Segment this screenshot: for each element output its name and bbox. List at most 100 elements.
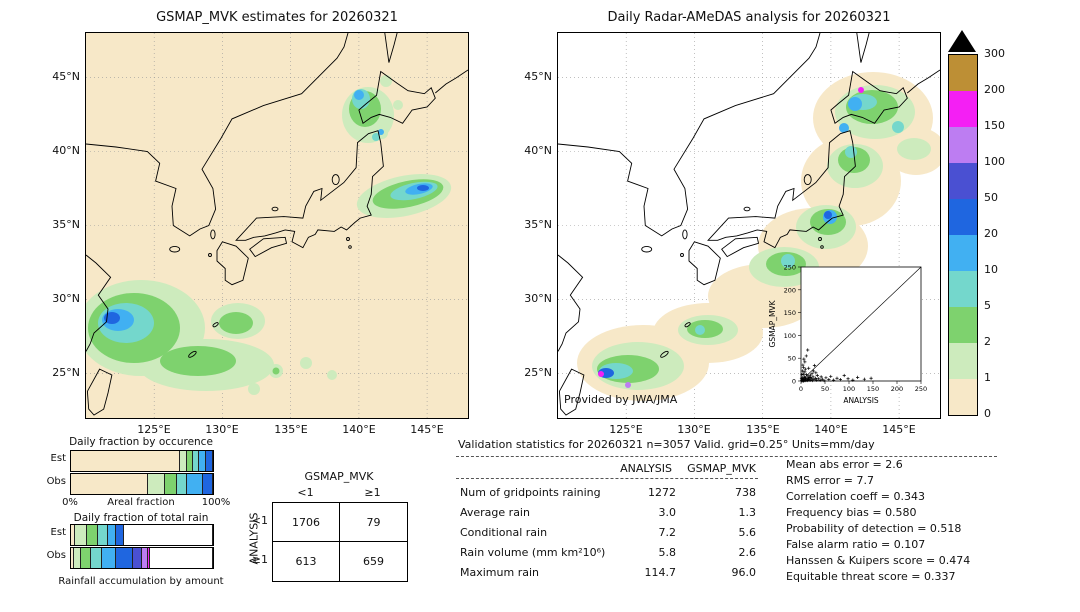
stat-row-gsmap: 5.6: [738, 526, 757, 539]
bar-segment: [198, 451, 206, 471]
bar-segment: [164, 474, 178, 494]
bar-segment: [73, 548, 81, 568]
colorbar-tick-label: 300: [984, 47, 1005, 60]
inset-ylabel: GSMAP_MVK: [768, 299, 777, 347]
contingency-col-group: GSMAP_MVK: [304, 470, 374, 483]
colorbar-segment: [949, 163, 977, 199]
score-value: 0.107: [893, 538, 926, 551]
colorbar-segment: [949, 199, 977, 235]
contingency-row-label: ≥1: [251, 553, 268, 566]
score-value: 7.7: [856, 474, 874, 487]
lat-tick-label: 30°N: [52, 292, 80, 305]
stat-row-gsmap: 2.6: [738, 546, 757, 559]
score-value: 0.337: [923, 570, 956, 583]
stat-row-label: Num of gridpoints raining: [460, 486, 601, 499]
occurrence-xlabel: Areal fraction: [107, 497, 175, 508]
lat-tick-label: 45°N: [524, 70, 552, 83]
score-value: 0.580: [885, 506, 917, 519]
stat-row-analysis: 1272: [648, 486, 676, 499]
svg-text:100: 100: [784, 332, 796, 340]
lon-tick-label: 140°E: [342, 423, 376, 436]
bar-segment: [150, 548, 213, 568]
colorbar-tick-label: 20: [984, 227, 998, 240]
svg-text:200: 200: [891, 385, 903, 393]
contingency-col-label: <1: [297, 486, 314, 499]
lon-tick-label: 130°E: [677, 423, 711, 436]
contingency-col-label: ≥1: [364, 486, 381, 499]
svg-text:50: 50: [821, 385, 829, 393]
lon-tick-label: 135°E: [274, 423, 308, 436]
total-rain-chart-title: Daily fraction of total rain: [73, 512, 209, 524]
lon-tick-label: 140°E: [814, 423, 848, 436]
inset-x-ticks: 0 50 100 150 200 250: [799, 381, 927, 393]
bar-segment: [71, 474, 148, 494]
stat-row-analysis: 7.2: [658, 526, 677, 539]
radar-map-panel: Daily Radar-AMeDAS analysis for 20260321…: [524, 10, 946, 436]
bar-segment: [71, 451, 181, 471]
bar-segment: [90, 548, 103, 568]
bar-segment: [102, 548, 117, 568]
stat-row-gsmap: 738: [735, 486, 756, 499]
svg-text:0: 0: [792, 378, 796, 386]
occurrence-obs-bar: [70, 473, 214, 495]
bar-segment: [97, 525, 108, 545]
bar-segment: [116, 525, 124, 545]
svg-text:100: 100: [843, 385, 855, 393]
bar-segment: [116, 548, 134, 568]
lat-tick-label: 25°N: [524, 366, 552, 379]
stat-row-label: Rain volume (mm km²10⁶): [460, 546, 606, 559]
colorbar-tick-label: 200: [984, 83, 1005, 96]
contingency-cell: 1706: [273, 503, 340, 542]
colorbar-tick-label: 0: [984, 407, 991, 420]
svg-text:250: 250: [915, 385, 927, 393]
score-value: 0.518: [929, 522, 962, 535]
colorbar-tick-label: 5: [984, 299, 991, 312]
score-label: Equitable threat score: [786, 570, 908, 583]
radar-precip-shading: [577, 72, 946, 401]
lon-tick-label: 145°E: [882, 423, 916, 436]
contingency-row-label: <1: [251, 514, 268, 527]
colorbar-segment: [949, 127, 977, 163]
svg-text:150: 150: [784, 309, 796, 317]
bar-segment: [203, 474, 213, 494]
x-max-label: 100%: [201, 497, 231, 508]
x-min-label: 0%: [62, 497, 78, 508]
svg-text:0: 0: [799, 385, 803, 393]
lat-tick-label: 35°N: [52, 218, 80, 231]
lat-tick-label: 35°N: [524, 218, 552, 231]
score-value: 2.6: [885, 458, 903, 471]
svg-text:250: 250: [784, 264, 796, 272]
score-label: Correlation coeff: [786, 490, 878, 503]
score-value: 0.343: [893, 490, 926, 503]
bar-segment: [71, 548, 74, 568]
row-label-est: Est: [50, 453, 66, 464]
inset-y-ticks: 0 50 100 150 200 250: [784, 264, 801, 386]
colorbar-tick-label: 100: [984, 155, 1005, 168]
right-map-title: Daily Radar-AMeDAS analysis for 20260321: [607, 10, 891, 25]
colorbar: 0 1 2 5 10 20 50 100 150 200 300: [948, 30, 1058, 450]
svg-text:150: 150: [867, 385, 879, 393]
inset-xlabel: ANALYSIS: [843, 396, 879, 405]
bar-segment: [75, 525, 87, 545]
bar-segment: [80, 548, 91, 568]
bar-segment: [177, 474, 188, 494]
lon-tick-label: 145°E: [410, 423, 444, 436]
stat-row-label: Conditional rain: [460, 526, 548, 539]
score-value: 0.474: [938, 554, 971, 567]
stat-row-gsmap: 96.0: [731, 566, 757, 579]
colorbar-segment: [949, 91, 977, 127]
total-rain-xlabel: Rainfall accumulation by amount: [58, 576, 224, 587]
lat-tick-label: 45°N: [52, 70, 80, 83]
score-label: Hanssen & Kuipers score: [786, 554, 923, 567]
contingency-table: GSMAP_MVK <1 ≥1 ANALYSIS <1 ≥1 1706 79 6…: [240, 470, 430, 602]
lon-tick-label: 125°E: [137, 423, 171, 436]
colorbar-tick-label: 10: [984, 263, 998, 276]
row-label-est: Est: [50, 527, 66, 538]
colorbar-scale: [948, 54, 978, 416]
colorbar-tick-label: 2: [984, 335, 991, 348]
bar-segment: [187, 451, 194, 471]
occurrence-chart-title: Daily fraction by occurence: [69, 436, 213, 448]
column-header-analysis: ANALYSIS: [620, 462, 672, 475]
colorbar-segment: [949, 235, 977, 271]
